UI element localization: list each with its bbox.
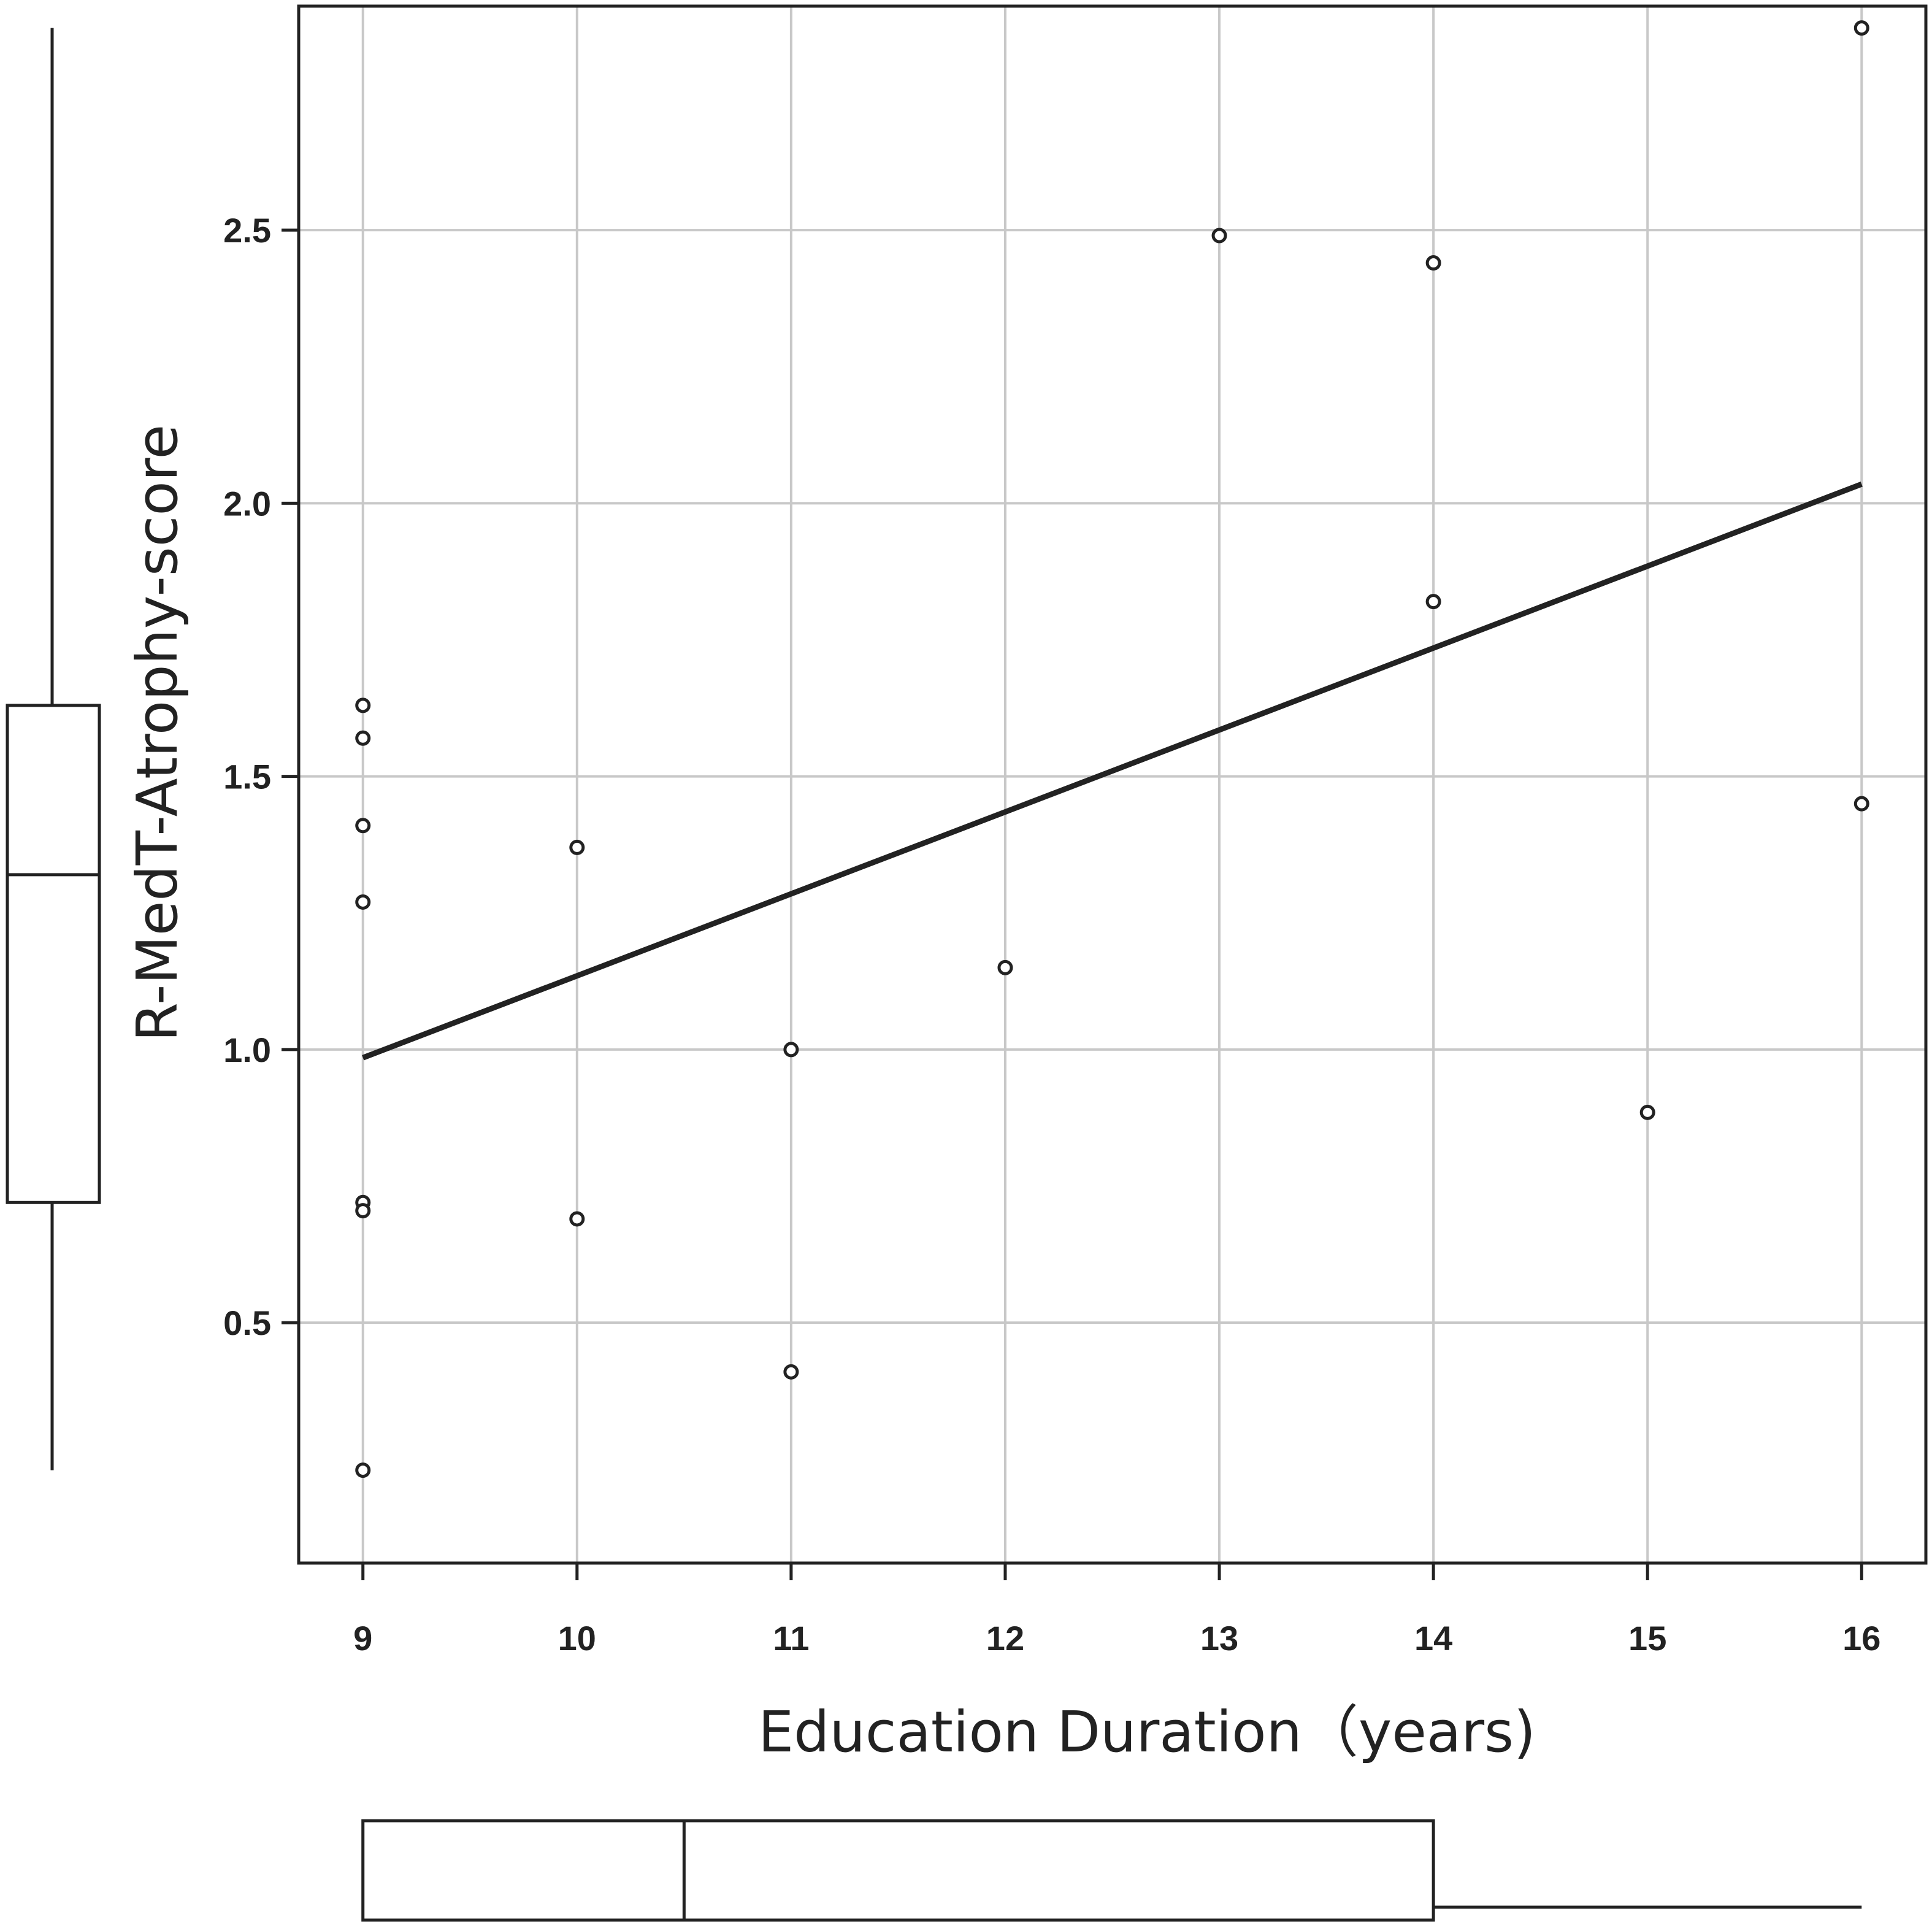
y-axis-ticks: 0.5 1.0 1.5 2.0 2.5	[223, 211, 299, 1342]
x-axis-ticks: 9 10 11 12 13 14 15 16	[353, 1563, 1880, 1658]
grid-lines	[299, 6, 1926, 1563]
y-tick-label: 2.0	[223, 484, 271, 523]
x-boxplot-box	[361, 1819, 1435, 1922]
y-boxplot-box	[6, 704, 101, 1204]
x-tick-label: 10	[558, 1619, 596, 1658]
data-point	[569, 1211, 585, 1227]
data-point	[355, 1462, 371, 1478]
x-tick-label: 16	[1842, 1619, 1880, 1658]
data-point	[1853, 796, 1869, 812]
data-point	[1639, 1104, 1655, 1120]
data-point	[355, 818, 371, 834]
data-point	[783, 1042, 799, 1058]
data-point	[355, 894, 371, 910]
data-point	[1425, 594, 1441, 610]
data-point	[783, 1364, 799, 1380]
y-axis-title: R-MedT-Atrophy-score	[125, 425, 190, 1042]
regression-line-group	[362, 482, 1863, 1061]
y-tick-label: 1.0	[223, 1031, 271, 1069]
data-point	[1425, 255, 1441, 271]
x-tick-label: 9	[353, 1619, 372, 1658]
data-point	[997, 959, 1013, 975]
data-point	[569, 839, 585, 855]
data-point	[355, 697, 371, 713]
y-tick-label: 0.5	[223, 1304, 271, 1342]
x-tick-label: 14	[1414, 1619, 1452, 1658]
data-points	[355, 20, 1869, 1478]
plot-frame	[297, 4, 1928, 1565]
data-point	[355, 1203, 371, 1219]
x-axis-title: Education Duration（years)	[758, 1699, 1536, 1765]
y-tick-label: 2.5	[223, 211, 271, 250]
x-tick-label: 11	[773, 1619, 809, 1658]
y-tick-label: 1.5	[223, 758, 271, 796]
x-tick-label: 15	[1628, 1619, 1666, 1658]
y-marginal-boxplot	[6, 28, 101, 1470]
x-tick-label: 12	[986, 1619, 1024, 1658]
data-point	[1853, 20, 1869, 36]
data-point	[355, 730, 371, 746]
x-marginal-boxplot	[361, 1819, 1862, 1922]
regression-line	[362, 482, 1863, 1061]
x-tick-label: 13	[1200, 1619, 1238, 1658]
data-point	[1211, 228, 1227, 244]
